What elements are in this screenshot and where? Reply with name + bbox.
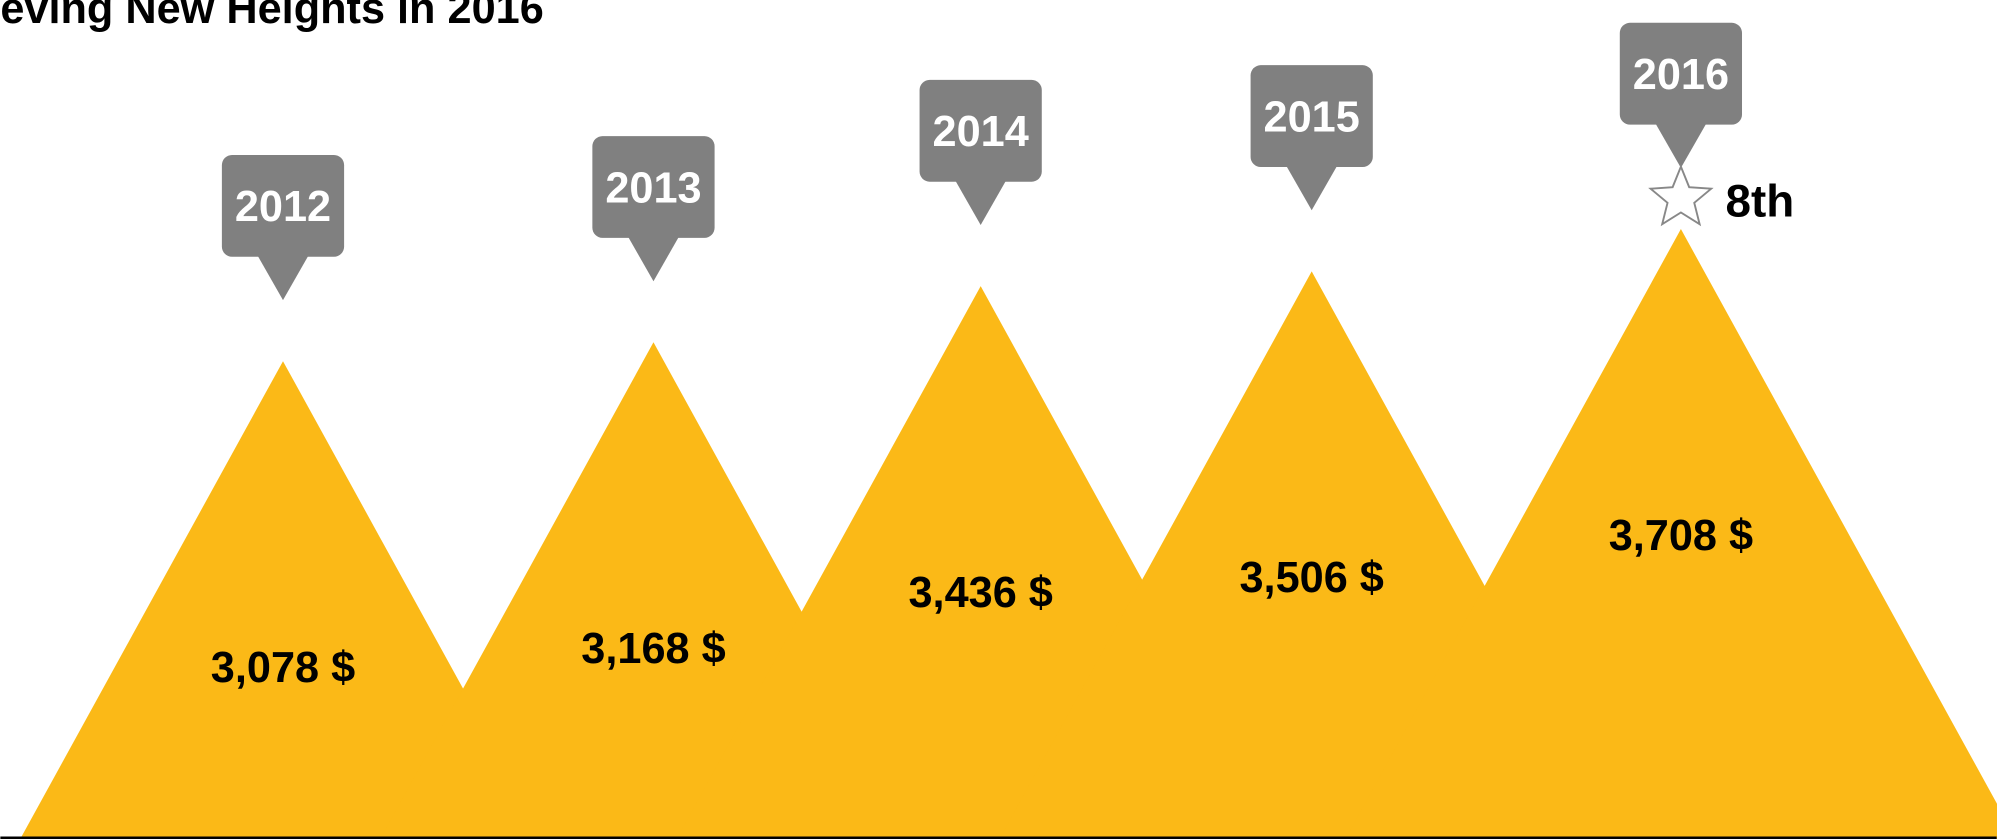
marker-box [221, 154, 345, 257]
year-label: 2013 [605, 164, 701, 212]
marker-pointer [955, 180, 1007, 225]
markers: 2012 3,078 $ 2013 3,168 $ 2014 3,436 $ 2015 3,5… [211, 22, 1794, 692]
year-label: 2012 [235, 183, 331, 231]
marker-box [1619, 22, 1743, 125]
value-label: 3,078 $ [211, 644, 355, 692]
marker-pointer [1655, 123, 1707, 168]
value-label: 3,708 $ [1609, 512, 1753, 560]
value-label: 3,506 $ [1240, 554, 1384, 602]
annotation: 8th [1725, 175, 1794, 226]
year-marker: 2015 [1250, 65, 1373, 211]
marker-box [919, 79, 1042, 182]
peak [20, 361, 546, 839]
marker-box [1250, 65, 1373, 168]
mountains [20, 229, 1997, 839]
marker-box [592, 136, 715, 238]
star-icon [1648, 164, 1714, 227]
peak [1345, 229, 1997, 839]
year-label: 2014 [933, 108, 1029, 156]
year-marker: 2014 [919, 79, 1042, 225]
year-label: 2016 [1633, 51, 1729, 99]
year-label: 2015 [1264, 93, 1360, 141]
year-marker: 2012 [221, 154, 345, 301]
chart-title: eving New Heights in 2016 [0, 0, 543, 33]
marker-pointer [1286, 165, 1338, 211]
year-marker: 2013 [592, 136, 715, 282]
year-marker: 2016 [1619, 22, 1743, 168]
marker-pointer [257, 255, 309, 301]
marker-pointer [628, 236, 679, 282]
value-label: 3,436 $ [908, 569, 1052, 617]
value-label: 3,168 $ [581, 625, 725, 673]
